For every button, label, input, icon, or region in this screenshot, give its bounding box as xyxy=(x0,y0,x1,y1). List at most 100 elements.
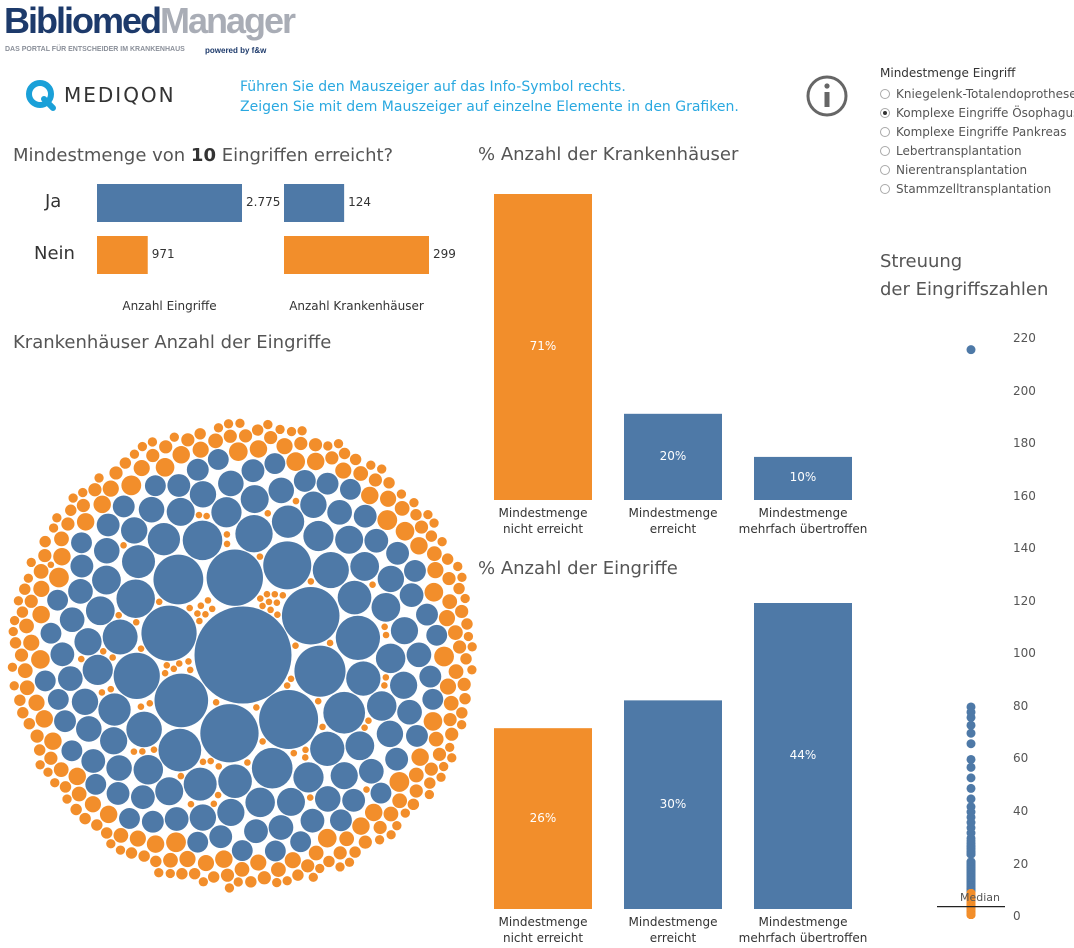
filter-option-label[interactable]: Stammzelltransplantation xyxy=(896,181,1052,196)
bubble xyxy=(71,688,99,715)
filter-option-label[interactable]: Komplexe Eingriffe Pankreas xyxy=(896,124,1067,139)
bubble xyxy=(7,662,18,672)
bubble xyxy=(19,618,34,634)
info-icon-dot[interactable] xyxy=(824,83,830,89)
bubble xyxy=(445,742,455,753)
bubble xyxy=(290,749,298,757)
info-icon[interactable] xyxy=(806,75,848,117)
bubble xyxy=(447,753,457,763)
bubble xyxy=(358,758,384,784)
filter-option-label[interactable]: Nierentransplantation xyxy=(896,162,1028,177)
bubble xyxy=(57,666,83,691)
value-label: 71% xyxy=(529,339,557,353)
bubble xyxy=(129,449,140,459)
bubble xyxy=(365,717,372,725)
brand-powered: powered by f&w xyxy=(205,46,267,55)
bubble xyxy=(274,611,281,619)
filter-option-label[interactable]: Kniegelenk-Totalendoprothese xyxy=(896,86,1074,101)
bubble xyxy=(251,747,293,789)
bubble xyxy=(383,806,399,822)
bubble xyxy=(235,418,245,429)
bubble xyxy=(404,559,426,582)
bubble xyxy=(306,452,325,471)
radio-button[interactable] xyxy=(880,107,890,118)
bubble xyxy=(218,764,252,799)
bubble xyxy=(9,615,20,626)
bubble xyxy=(181,433,195,447)
bubble xyxy=(382,631,390,639)
bubble xyxy=(177,772,185,780)
bubble xyxy=(268,477,295,504)
info-icon-bar[interactable] xyxy=(824,92,830,107)
bubble xyxy=(290,831,312,853)
value-label: 26% xyxy=(529,810,557,825)
bubble xyxy=(425,530,438,542)
bubble xyxy=(432,747,447,761)
bubble xyxy=(130,785,155,810)
bubble xyxy=(116,579,155,618)
bubble xyxy=(115,611,122,619)
bubble xyxy=(165,868,175,879)
bubble xyxy=(85,596,115,626)
bubble xyxy=(308,845,324,861)
bubble xyxy=(250,854,267,871)
bubble xyxy=(187,831,209,853)
filter-option[interactable]: Stammzelltransplantation xyxy=(880,179,1074,198)
bubble xyxy=(392,793,408,809)
filter-option[interactable]: Kniegelenk-Totalendoprothese xyxy=(880,84,1074,103)
bubble xyxy=(129,830,146,847)
bubble xyxy=(327,499,352,525)
bubble xyxy=(215,850,233,868)
bubble xyxy=(380,490,397,507)
bubble xyxy=(271,590,279,598)
bubble xyxy=(106,839,116,849)
filter-option[interactable]: Lebertransplantation xyxy=(880,141,1074,160)
filter-option[interactable]: Komplexe Eingriffe Pankreas xyxy=(880,122,1074,141)
bubble xyxy=(424,582,444,602)
radio-button[interactable] xyxy=(880,183,890,194)
y-tick-label: 0 xyxy=(1013,909,1021,924)
bubble xyxy=(19,583,31,595)
bubble xyxy=(155,598,163,606)
filter-option[interactable]: Nierentransplantation xyxy=(880,160,1074,179)
bubble xyxy=(286,452,306,471)
instruction: Führen Sie den Mauszeiger auf das Info-S… xyxy=(240,79,626,95)
y-tick-label: 80 xyxy=(1013,698,1029,713)
y-tick-label: 180 xyxy=(1013,436,1036,451)
bubble xyxy=(31,650,50,669)
bubble xyxy=(78,487,88,498)
bubble xyxy=(264,840,286,862)
y-tick-label: 60 xyxy=(1013,751,1029,766)
radio-button[interactable] xyxy=(880,88,890,99)
bubble xyxy=(39,535,51,548)
bubble xyxy=(106,755,132,781)
bubble xyxy=(349,453,362,466)
bubble xyxy=(292,497,300,505)
bubble xyxy=(263,541,312,590)
filter-option-label[interactable]: Komplexe Eingriffe Ösophagus xyxy=(896,105,1074,120)
bubble xyxy=(345,731,375,761)
bubble xyxy=(14,694,26,706)
bubble xyxy=(325,451,339,465)
x-tick-label: Mindestmenge mehrfach übertroffen xyxy=(738,915,868,945)
bubble xyxy=(48,523,59,533)
bubble xyxy=(264,430,278,445)
radio-button[interactable] xyxy=(880,164,890,175)
bubble xyxy=(442,594,458,609)
bubble xyxy=(273,599,281,606)
bubble xyxy=(396,489,407,499)
bubble xyxy=(409,784,423,798)
bubble xyxy=(154,868,164,878)
radio-button[interactable] xyxy=(880,126,890,137)
bubble xyxy=(419,665,442,688)
bubble xyxy=(194,428,206,440)
bubble xyxy=(189,481,217,508)
bubble xyxy=(339,831,355,847)
filter-option[interactable]: Komplexe Eingriffe Ösophagus xyxy=(880,103,1074,122)
bubble xyxy=(196,617,203,625)
bubble xyxy=(59,607,85,633)
filter-option-label[interactable]: Lebertransplantation xyxy=(896,143,1022,158)
radio-button[interactable] xyxy=(880,145,890,156)
bubble xyxy=(115,845,126,855)
